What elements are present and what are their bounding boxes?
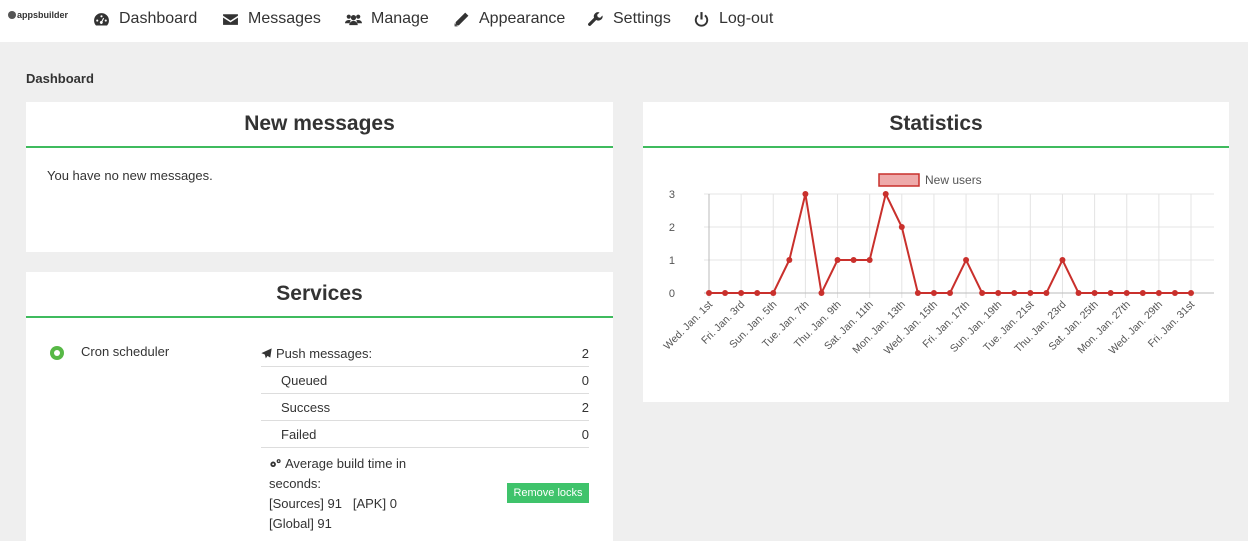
users-icon [345, 14, 362, 25]
status-ok-icon [50, 346, 64, 360]
data-point [802, 191, 809, 197]
data-point [786, 257, 793, 263]
data-point [770, 290, 777, 296]
row-value: 2 [581, 399, 589, 415]
nav-logout[interactable]: Log-out [693, 0, 773, 38]
legend-swatch [878, 173, 920, 187]
data-point [1107, 290, 1114, 296]
new-messages-panel: New messages You have no new messages. [26, 102, 613, 252]
row-label: Queued [281, 372, 328, 388]
panel-title: Statistics [643, 102, 1229, 148]
push-label: Push messages: [276, 345, 373, 361]
table-row: Success 2 [261, 394, 589, 421]
nav-label: Dashboard [119, 10, 198, 27]
panel-title: New messages [26, 102, 613, 148]
data-point [1011, 290, 1018, 296]
data-point [882, 191, 889, 197]
paper-plane-icon [261, 347, 272, 358]
data-point [979, 290, 986, 296]
data-point [1043, 290, 1050, 296]
row-label: Success [281, 399, 331, 415]
data-point [947, 290, 953, 296]
nav-label: Manage [371, 10, 429, 27]
dashboard-icon [94, 12, 109, 26]
nav-label: Messages [248, 10, 321, 27]
row-label: Failed [281, 426, 317, 442]
nav-manage[interactable]: Manage [345, 0, 429, 38]
envelope-icon [223, 13, 238, 25]
data-point [722, 290, 729, 296]
data-point [1075, 290, 1082, 296]
panel-title: Services [26, 272, 613, 318]
data-point [930, 290, 937, 296]
build-label: Average build time in seconds: [269, 456, 407, 491]
row-value: 0 [581, 372, 589, 388]
y-tick-label: 1 [669, 255, 675, 267]
breadcrumb: Dashboard [26, 71, 94, 86]
push-stats-table: Push messages: 2 Queued 0 Success 2 Fail… [261, 340, 589, 448]
data-point [963, 257, 970, 263]
nav-label: Settings [613, 10, 671, 27]
build-time-info: Average build time in seconds: [Sources]… [269, 454, 449, 534]
build-apk: [APK] 0 [352, 496, 397, 511]
data-point [1027, 290, 1034, 296]
top-navbar: appsbuilder Dashboard Messages Manage Ap… [0, 0, 1248, 42]
statistics-panel: Statistics 0 1 2 3 Wed. Jan. 1st Fri. Jan. 3r… [643, 102, 1229, 402]
row-value: 0 [581, 426, 589, 442]
data-point [1139, 290, 1146, 296]
table-row: Failed 0 [261, 421, 589, 448]
no-messages-text: You have no new messages. [47, 168, 213, 183]
y-tick-label: 0 [669, 288, 675, 300]
services-panel: Services Cron scheduler Push messages: 2… [26, 272, 613, 541]
push-total-row: Push messages: 2 [261, 340, 589, 367]
nav-appearance[interactable]: Appearance [453, 0, 565, 38]
data-point [898, 224, 905, 230]
legend-label: New users [925, 173, 982, 187]
remove-locks-button[interactable]: Remove locks [507, 483, 589, 503]
table-row: Queued 0 [261, 367, 589, 394]
data-point [1059, 257, 1066, 263]
data-point [1091, 290, 1098, 296]
brand-logo[interactable]: appsbuilder [8, 10, 68, 20]
data-point [1123, 290, 1130, 296]
y-tick-label: 2 [669, 222, 675, 234]
data-point [754, 290, 761, 296]
nav-dashboard[interactable]: Dashboard [93, 0, 197, 38]
logo-mark-icon [8, 11, 16, 19]
service-name: Cron scheduler [81, 344, 170, 359]
nav-label: Log-out [719, 10, 774, 27]
build-global: [Global] 91 [269, 516, 332, 531]
data-point [834, 257, 841, 263]
nav-settings[interactable]: Settings [587, 0, 671, 38]
gears-icon [270, 459, 281, 468]
nav-messages[interactable]: Messages [222, 0, 321, 38]
data-point [914, 290, 921, 296]
data-point [866, 257, 873, 263]
data-point [850, 257, 857, 263]
pencil-icon [454, 12, 469, 26]
brand-name: appsbuilder [17, 10, 69, 20]
data-point [1155, 290, 1162, 296]
data-point [706, 290, 712, 296]
data-point [1171, 290, 1178, 296]
series-line [709, 191, 1191, 297]
data-point [818, 290, 825, 296]
data-point [738, 290, 745, 296]
nav-label: Appearance [479, 10, 566, 27]
data-point [995, 290, 1002, 296]
power-icon [694, 11, 709, 27]
push-total: 2 [581, 345, 589, 361]
y-tick-label: 3 [669, 189, 675, 201]
wrench-icon [588, 11, 603, 26]
build-sources: [Sources] 91 [269, 496, 342, 511]
data-point [1188, 290, 1194, 296]
